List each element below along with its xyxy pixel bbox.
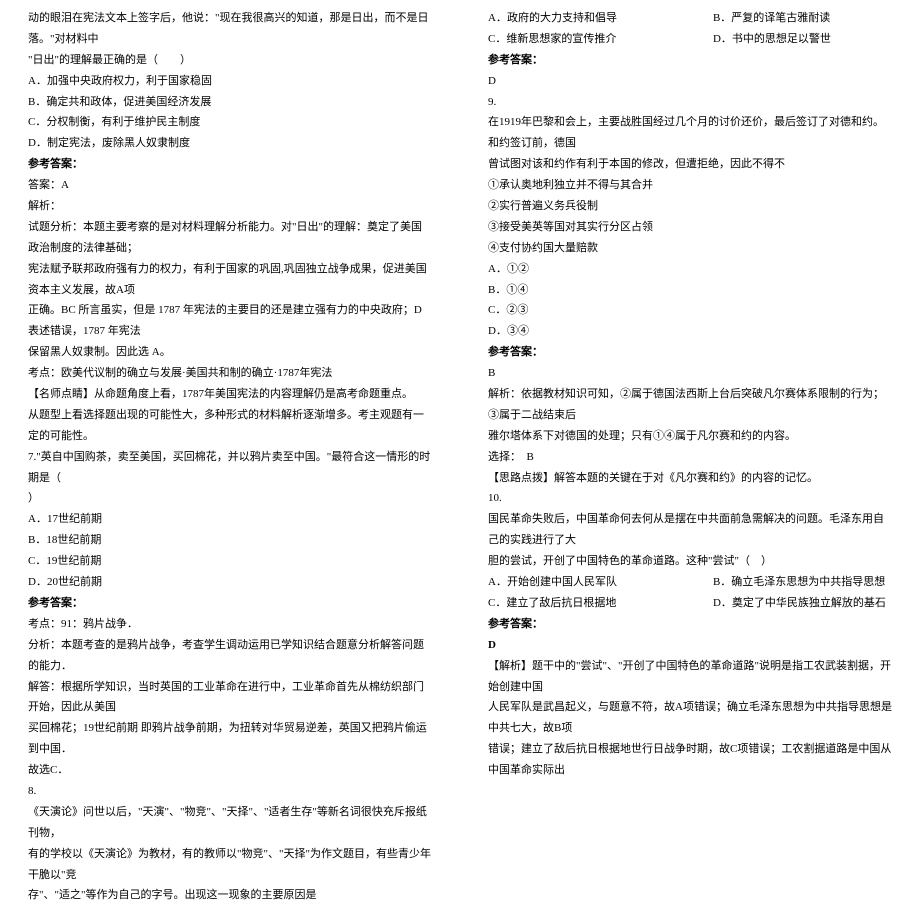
- question-7: 7."英自中国购茶，卖至美国，买回棉花，并以鸦片卖至中国。"最符合这一情形的时期…: [28, 447, 432, 489]
- option-row: C．建立了敌后抗日根据地 D．奠定了中华民族独立解放的基石: [488, 593, 892, 614]
- answer-text: D: [488, 71, 892, 92]
- analysis-text: 保留黑人奴隶制。因此选 A。: [28, 342, 432, 363]
- question-7: ）: [28, 488, 432, 509]
- page-container: 动的眼泪在宪法文本上签字后，他说："现在我很高兴的知道，那是日出，而不是日落。"…: [0, 0, 920, 914]
- analysis-text: 错误；建立了敌后抗日根据地世行日战争时期，故C项错误；工农割据道路是中国从中国革…: [488, 739, 892, 781]
- option-a: A．政府的大力支持和倡导: [488, 8, 710, 29]
- option-row: C．维新思想家的宣传推介 D．书中的思想足以警世: [488, 29, 892, 50]
- analysis-label: 解析：: [28, 196, 432, 217]
- option-c: C．②③: [488, 300, 892, 321]
- option-row: A．开始创建中国人民军队 B．确立毛泽东思想为中共指导思想: [488, 572, 892, 593]
- answer-label: 参考答案：: [488, 50, 892, 71]
- left-column: 动的眼泪在宪法文本上签字后，他说："现在我很高兴的知道，那是日出，而不是日落。"…: [0, 8, 460, 906]
- tip-line: 【名师点睛】从命题角度上看，1787年美国宪法的内容理解仍是高考命题重点。: [28, 384, 432, 405]
- option-d: D．③④: [488, 321, 892, 342]
- statement-2: ②实行普遍义务兵役制: [488, 196, 892, 217]
- tip-line: 【思路点拨】解答本题的关键在于对《凡尔赛和约》的内容的记忆。: [488, 468, 892, 489]
- question-8: 存"、"适之"等作为自己的字号。出现这一现象的主要原因是: [28, 885, 432, 906]
- question-10: 国民革命失败后，中国革命何去何从是摆在中共面前急需解决的问题。毛泽东用自己的实践…: [488, 509, 892, 551]
- analysis-text: 正确。BC 所言虽实，但是 1787 年宪法的主要目的还是建立强有力的中央政府；…: [28, 300, 432, 342]
- statement-1: ①承认奥地利独立并不得与其合并: [488, 175, 892, 196]
- option-b: B．确定共和政体，促进美国经济发展: [28, 92, 432, 113]
- option-d: D．制定宪法，废除黑人奴隶制度: [28, 133, 432, 154]
- question-8: 《天演论》问世以后，"天演"、"物竞"、"天择"、"适者生存"等新名词很快充斥报…: [28, 802, 432, 844]
- option-c: C．维新思想家的宣传推介: [488, 29, 710, 50]
- topic-line: 考点：91：鸦片战争．: [28, 614, 432, 635]
- option-a: A．开始创建中国人民军队: [488, 572, 710, 593]
- question-8: 有的学校以《天演论》为教材，有的教师以"物竞"、"天择"为作文题目，有些青少年干…: [28, 844, 432, 886]
- option-row: A．政府的大力支持和倡导 B．严复的译笔古雅耐读: [488, 8, 892, 29]
- question-10: 胆的尝试，开创了中国特色的革命道路。这种"尝试"（ ）: [488, 551, 892, 572]
- analysis-text: 解析：依据教材知识可知，②属于德国法西斯上台后突破凡尔赛体系限制的行为；③属于二…: [488, 384, 892, 426]
- analysis-text: 宪法赋予联邦政府强有力的权力，有利于国家的巩固,巩固独立战争成果，促进美国资本主…: [28, 259, 432, 301]
- right-column: A．政府的大力支持和倡导 B．严复的译笔古雅耐读 C．维新思想家的宣传推介 D．…: [460, 8, 920, 906]
- option-d: D．书中的思想足以警世: [713, 33, 831, 45]
- answer-label: 参考答案：: [488, 342, 892, 363]
- question-10-num: 10.: [488, 488, 892, 509]
- text-line: "日出"的理解最正确的是（ ）: [28, 50, 432, 71]
- option-a: A．加强中央政府权力，利于国家稳固: [28, 71, 432, 92]
- option-d: D．20世纪前期: [28, 572, 432, 593]
- option-a: A．17世纪前期: [28, 509, 432, 530]
- explain-text: 买回棉花；19世纪前期 即鸦片战争前期，为扭转对华贸易逆差，英国又把鸦片偷运到中…: [28, 718, 432, 760]
- topic-line: 考点：欧美代议制的确立与发展·美国共和制的确立·1787年宪法: [28, 363, 432, 384]
- statement-3: ③接受美英等国对其实行分区占领: [488, 217, 892, 238]
- answer-label: 参考答案：: [28, 154, 432, 175]
- analysis-text: 分析：本题考查的是鸦片战争，考查学生调动运用已学知识结合题意分析解答问题的能力．: [28, 635, 432, 677]
- answer-text: D: [488, 635, 892, 656]
- option-b: B．18世纪前期: [28, 530, 432, 551]
- question-9: 曾试图对该和约作有利于本国的修改，但遭拒绝，因此不得不: [488, 154, 892, 175]
- analysis-text: 试题分析：本题主要考察的是对材料理解分析能力。对"日出"的理解：奠定了美国政治制…: [28, 217, 432, 259]
- question-9-num: 9.: [488, 92, 892, 113]
- question-9: 在1919年巴黎和会上，主要战胜国经过几个月的讨价还价，最后签订了对德和约。和约…: [488, 112, 892, 154]
- option-c: C．分权制衡，有利于维护民主制度: [28, 112, 432, 133]
- tip-line: 从题型上看选择题出现的可能性大，多种形式的材料解析逐渐增多。考主观题有一定的可能…: [28, 405, 432, 447]
- explain-text: 故选C．: [28, 760, 432, 781]
- statement-4: ④支付协约国大量赔款: [488, 238, 892, 259]
- text-line: 动的眼泪在宪法文本上签字后，他说："现在我很高兴的知道，那是日出，而不是日落。"…: [28, 8, 432, 50]
- explain-text: 解答：根据所学知识，当时英国的工业革命在进行中，工业革命首先从棉纺织部门开始，因…: [28, 677, 432, 719]
- option-b: B．严复的译笔古雅耐读: [713, 12, 830, 24]
- analysis-text: 人民军队是武昌起义，与题意不符，故A项错误；确立毛泽东思想为中共指导思想是中共七…: [488, 697, 892, 739]
- answer-text: B: [488, 363, 892, 384]
- question-8-num: 8.: [28, 781, 432, 802]
- analysis-text: 【解析】题干中的"尝试"、"开创了中国特色的革命道路"说明是指工农武装割据，开始…: [488, 656, 892, 698]
- analysis-text: 雅尔塔体系下对德国的处理；只有①④属于凡尔赛和约的内容。: [488, 426, 892, 447]
- answer-label: 参考答案：: [28, 593, 432, 614]
- select-line: 选择： B: [488, 447, 892, 468]
- answer-label: 参考答案：: [488, 614, 892, 635]
- option-b: B．确立毛泽东思想为中共指导思想: [713, 576, 885, 588]
- option-a: A．①②: [488, 259, 892, 280]
- answer-text: 答案：A: [28, 175, 432, 196]
- option-d: D．奠定了中华民族独立解放的基石: [713, 597, 886, 609]
- option-b: B．①④: [488, 280, 892, 301]
- option-c: C．建立了敌后抗日根据地: [488, 593, 710, 614]
- option-c: C．19世纪前期: [28, 551, 432, 572]
